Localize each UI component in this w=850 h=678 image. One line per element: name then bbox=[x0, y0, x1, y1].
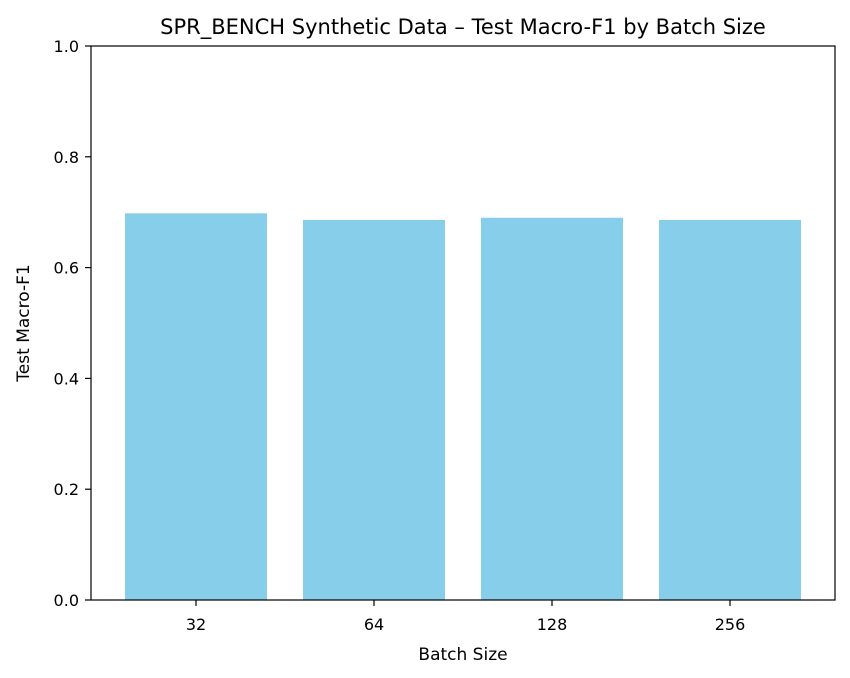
y-tick-label: 0.6 bbox=[54, 259, 79, 278]
y-tick-label: 0.2 bbox=[54, 480, 79, 499]
x-tick-label: 32 bbox=[186, 615, 206, 634]
chart-title: SPR_BENCH Synthetic Data – Test Macro-F1… bbox=[160, 15, 766, 40]
x-tick-label: 128 bbox=[537, 615, 568, 634]
y-axis-ticks: 0.0 0.2 0.4 0.6 0.8 1.0 bbox=[54, 37, 91, 610]
x-axis-ticks: 32 64 128 256 bbox=[186, 600, 745, 634]
bar-128 bbox=[481, 217, 623, 601]
x-axis-label: Batch Size bbox=[418, 645, 507, 665]
bars-group bbox=[125, 213, 801, 601]
y-tick-label: 0.0 bbox=[54, 591, 79, 610]
y-tick-label: 0.8 bbox=[54, 148, 79, 167]
x-tick-label: 64 bbox=[364, 615, 384, 634]
y-axis-label: Test Macro-F1 bbox=[14, 264, 34, 382]
y-tick-label: 0.4 bbox=[54, 369, 79, 388]
bar-64 bbox=[303, 219, 445, 600]
plot-frame bbox=[90, 45, 836, 601]
y-tick-label: 1.0 bbox=[54, 37, 79, 56]
bar-32 bbox=[125, 213, 267, 601]
x-tick-label: 256 bbox=[715, 615, 746, 634]
bar-256 bbox=[659, 219, 801, 600]
